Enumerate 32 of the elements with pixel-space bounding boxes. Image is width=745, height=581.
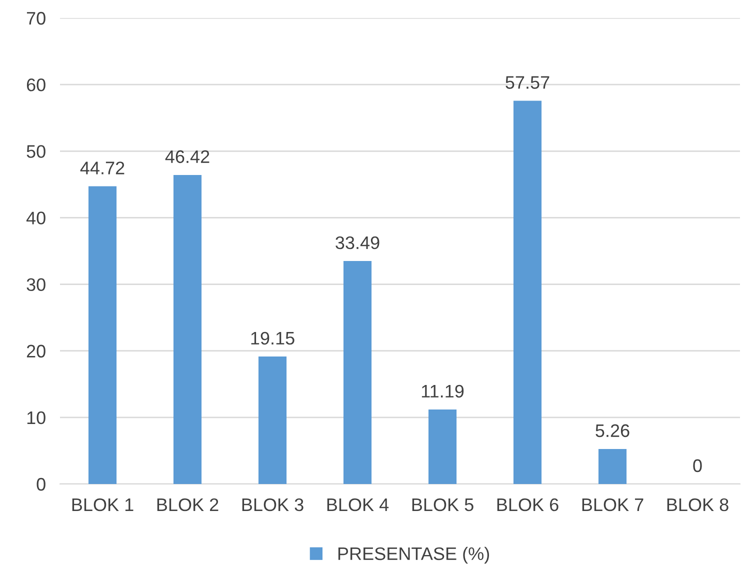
y-tick-label: 60 xyxy=(26,78,46,92)
data-label: 57.57 xyxy=(506,76,550,89)
data-label: 19.15 xyxy=(251,332,294,345)
x-tick-label: BLOK 5 xyxy=(412,498,474,512)
y-tick-label: 10 xyxy=(27,411,46,424)
y-tick-label: 70 xyxy=(26,12,46,25)
data-label: 33.49 xyxy=(336,236,380,250)
y-tick-label: 20 xyxy=(26,344,46,358)
data-label: 11.19 xyxy=(422,384,464,398)
x-tick-label: BLOK 7 xyxy=(582,498,644,512)
bar xyxy=(513,100,542,484)
x-tick-label: BLOK 1 xyxy=(72,498,134,512)
bar xyxy=(598,448,627,484)
y-tick-label: 50 xyxy=(26,145,46,158)
bar xyxy=(88,186,117,484)
x-tick-label: BLOK 8 xyxy=(667,498,728,512)
y-tick-label: 0 xyxy=(36,478,46,491)
data-label: 0 xyxy=(693,459,702,472)
legend-label: PRESENTASE (%) xyxy=(338,546,490,564)
x-tick-label: BLOK 6 xyxy=(497,498,558,512)
bar xyxy=(428,410,457,484)
x-tick-label: BLOK 4 xyxy=(327,498,389,512)
y-tick-label: 40 xyxy=(26,212,46,224)
bar xyxy=(343,261,372,484)
x-tick-label: BLOK 3 xyxy=(242,498,304,512)
data-label: 44.72 xyxy=(80,162,124,174)
data-label: 46.42 xyxy=(165,150,210,164)
data-label: 5.26 xyxy=(596,424,630,438)
x-tick-label: BLOK 2 xyxy=(157,498,218,512)
bar xyxy=(173,174,202,484)
y-tick-label: 30 xyxy=(26,278,46,292)
bar xyxy=(258,356,287,484)
